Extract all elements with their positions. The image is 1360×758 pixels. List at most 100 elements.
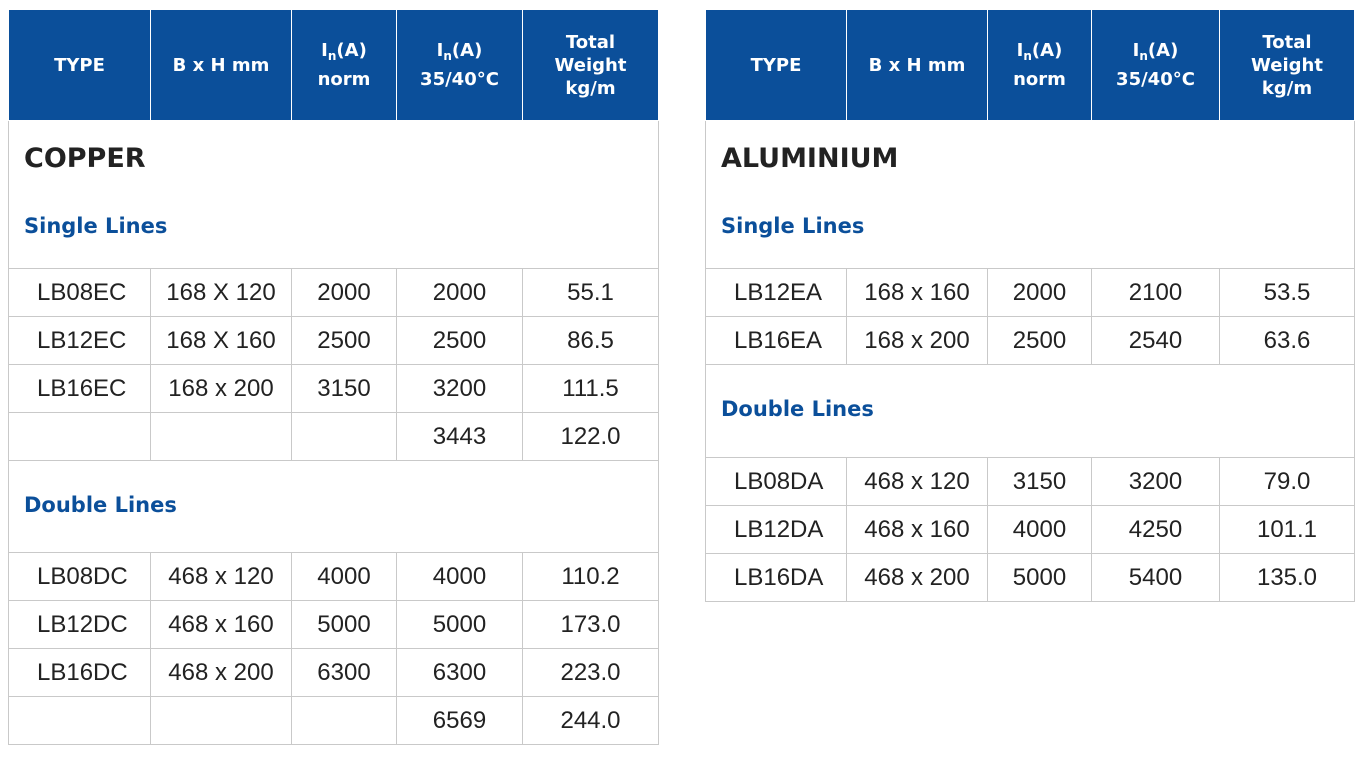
current-unit: (A) — [1031, 40, 1063, 61]
header-text: B x H mm — [172, 54, 270, 76]
header-line: Weight — [554, 54, 627, 76]
data-cell — [291, 412, 397, 461]
data-cell: 244.0 — [522, 696, 659, 745]
section-row: Double Lines — [8, 460, 659, 553]
header-cell: B x H mm — [846, 10, 988, 121]
data-cell: 468 x 200 — [846, 553, 988, 602]
data-cell: 86.5 — [522, 316, 659, 365]
header-text: B x H mm — [868, 54, 966, 76]
data-cell — [150, 412, 292, 461]
data-cell: 2500 — [987, 316, 1092, 365]
current-symbol: I — [436, 40, 444, 61]
data-row: LB08EC 168 X 120 2000 2000 55.1 — [8, 268, 659, 317]
data-cell: 168 x 200 — [846, 316, 988, 365]
section-cell: Double Lines — [705, 364, 1355, 458]
header-cell: In(A) 35/40°C — [396, 10, 523, 121]
data-cell: 468 x 120 — [150, 552, 292, 601]
data-cell: 2100 — [1091, 268, 1220, 317]
data-row: LB12EA 168 x 160 2000 2100 53.5 — [705, 268, 1355, 317]
header-cell: In(A) 35/40°C — [1091, 10, 1220, 121]
header-cell: Total Weight kg/m — [1219, 10, 1355, 121]
data-cell: 2000 — [987, 268, 1092, 317]
header-note: norm — [1013, 69, 1066, 90]
section-title: Double Lines — [24, 493, 177, 517]
section-row: Double Lines — [705, 364, 1355, 458]
header-cell: In(A) norm — [987, 10, 1092, 121]
data-cell: 2540 — [1091, 316, 1220, 365]
current-symbol: I — [1132, 40, 1140, 61]
section-title: Single Lines — [721, 214, 865, 238]
data-row: 3443 122.0 — [8, 412, 659, 461]
data-cell: 3150 — [987, 457, 1092, 506]
data-cell: 6300 — [396, 648, 523, 697]
data-cell — [291, 696, 397, 745]
data-cell: 55.1 — [522, 268, 659, 317]
data-cell: LB08DA — [705, 457, 847, 506]
copper-table: TYPE B x H mm In(A) norm In(A) 35/40°C Total We… — [8, 10, 659, 745]
header-cell: TYPE — [705, 10, 847, 121]
data-cell: LB16EA — [705, 316, 847, 365]
current-subscript: n — [1139, 49, 1148, 63]
data-cell — [8, 412, 151, 461]
header-text: TYPE — [54, 54, 105, 76]
header-note: norm — [317, 69, 371, 90]
header-line: In(A) — [292, 39, 396, 68]
header-note: 35/40°C — [420, 69, 499, 90]
header-line: Weight — [1251, 54, 1323, 76]
current-unit: (A) — [1147, 40, 1179, 61]
data-cell: LB16DC — [8, 648, 151, 697]
data-cell — [8, 696, 151, 745]
current-unit: (A) — [336, 40, 367, 61]
data-row: LB12EC 168 X 160 2500 2500 86.5 — [8, 316, 659, 365]
data-row: LB08DA 468 x 120 3150 3200 79.0 — [705, 457, 1355, 506]
data-cell: 2500 — [396, 316, 523, 365]
data-cell: 135.0 — [1219, 553, 1355, 602]
header-row: TYPE B x H mm In(A) norm In(A) 35/40°C Total We… — [8, 10, 659, 121]
section-cell: Double Lines — [8, 460, 659, 553]
data-cell: 5000 — [396, 600, 523, 649]
data-cell: LB16DA — [705, 553, 847, 602]
section-cell: COPPER Single Lines — [8, 120, 659, 269]
header-line: kg/m — [1261, 77, 1313, 99]
material-title: ALUMINIUM — [721, 143, 899, 174]
data-cell: 468 x 160 — [846, 505, 988, 554]
header-cell: B x H mm — [150, 10, 292, 121]
header-cell: Total Weight kg/m — [522, 10, 659, 121]
section-title: Double Lines — [721, 397, 874, 421]
data-cell: 168 x 200 — [150, 364, 292, 413]
data-cell: 79.0 — [1219, 457, 1355, 506]
header-line: In(A) — [988, 39, 1091, 68]
data-cell: 4000 — [396, 552, 523, 601]
material-title: COPPER — [24, 143, 146, 174]
data-cell: LB12DC — [8, 600, 151, 649]
data-cell: 468 x 200 — [150, 648, 292, 697]
data-cell: 4000 — [291, 552, 397, 601]
data-cell: LB12EC — [8, 316, 151, 365]
header-note: 35/40°C — [1116, 69, 1195, 90]
data-row: LB12DC 468 x 160 5000 5000 173.0 — [8, 600, 659, 649]
data-cell — [150, 696, 292, 745]
data-row: LB08DC 468 x 120 4000 4000 110.2 — [8, 552, 659, 601]
section-cell: ALUMINIUM Single Lines — [705, 120, 1355, 269]
data-row: LB12DA 468 x 160 4000 4250 101.1 — [705, 505, 1355, 554]
data-cell: 111.5 — [522, 364, 659, 413]
section-row: ALUMINIUM Single Lines — [705, 120, 1355, 269]
data-cell: 101.1 — [1219, 505, 1355, 554]
data-cell: LB12DA — [705, 505, 847, 554]
header-row: TYPE B x H mm In(A) norm In(A) 35/40°C Total We… — [705, 10, 1355, 121]
data-cell: 3443 — [396, 412, 523, 461]
data-cell: 5000 — [291, 600, 397, 649]
current-symbol: I — [321, 40, 328, 61]
data-cell: 173.0 — [522, 600, 659, 649]
header-text: TYPE — [750, 54, 802, 76]
header-line: Total — [1262, 31, 1312, 53]
current-unit: (A) — [451, 40, 483, 61]
aluminium-table: TYPE B x H mm In(A) norm In(A) 35/40°C Total We… — [705, 10, 1355, 602]
data-cell: 223.0 — [522, 648, 659, 697]
data-cell: 4000 — [987, 505, 1092, 554]
data-cell: 168 x 160 — [846, 268, 988, 317]
section-row: COPPER Single Lines — [8, 120, 659, 269]
data-cell: LB16EC — [8, 364, 151, 413]
data-cell: 5000 — [987, 553, 1092, 602]
